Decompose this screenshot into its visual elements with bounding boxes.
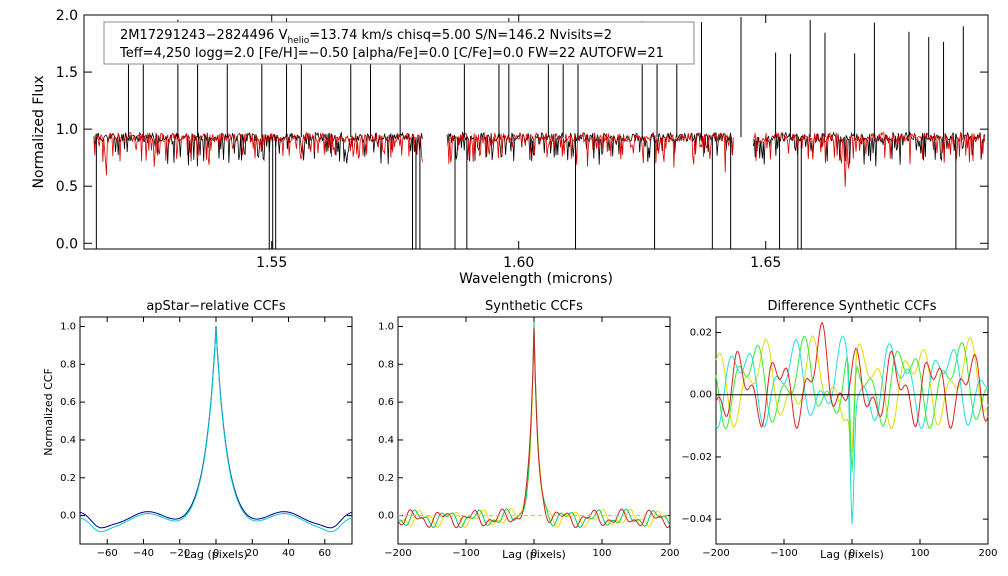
synthetic-ccf-title: Synthetic CCFs: [485, 299, 583, 314]
ccf2-ytick-label: 0.0: [378, 511, 394, 522]
ccf1-ytick-label: 1.0: [60, 321, 76, 332]
ccf2-ytick-label: 0.8: [378, 359, 394, 370]
difference-ccf-frame: [715, 316, 989, 545]
ccf2-ytick-label: 0.2: [378, 473, 394, 484]
ccf2-ytick-label: 0.4: [378, 435, 394, 446]
difference-ccf-title: Difference Synthetic CCFs: [767, 299, 936, 314]
ccf3-ytick-label: 0.00: [690, 390, 712, 401]
apstar-ccf-xlabel: Lag (pixels): [184, 548, 248, 561]
ccf3-xtick-label: −200: [702, 548, 729, 559]
synthetic-ccf-panel: −200 −100 0 100 200 0.0 0.2 0.4 0.6 0.8 1.0: [378, 317, 680, 559]
info-line-2: Teff=4,250 logg=2.0 [Fe/H]=−0.50 [alpha/…: [119, 46, 664, 61]
spectrum-ytick-label: 1.5: [56, 65, 78, 81]
ccf1-ytick-label: 0.8: [60, 359, 76, 370]
ccf1-ytick-label: 0.0: [60, 511, 76, 522]
apstar-ccf-frame: [79, 316, 353, 545]
ccf2-xtick-label: −100: [452, 548, 479, 559]
ccf1-xtick-label: −20: [169, 548, 190, 559]
apstar-ccf-panel: −60 −40 −20 0 20 40 60 0.0 0.2 0.4 0.6 0.8 1.0: [60, 317, 353, 559]
ccf2-xtick-label: 0: [531, 548, 537, 559]
ccf1-xtick-label: 0: [213, 548, 219, 559]
spectrum-ylabel: Normalized Flux: [31, 76, 47, 189]
apstar-ccf-ylabel: Normalized CCF: [42, 368, 55, 456]
ccf3-visit-1-line: [715, 335, 989, 453]
spectrum-xtick-label: 1.55: [256, 255, 287, 271]
ccf3-ytick-label: 0.02: [690, 328, 712, 339]
spectrum-observed-line: [93, 131, 986, 167]
ccf1-ytick-label: 0.4: [60, 435, 76, 446]
ccf1-ytick-label: 0.6: [60, 397, 76, 408]
spectrum-xlabel: Wavelength (microns): [459, 271, 613, 287]
spectrum-frame: [83, 14, 989, 250]
difference-ccf-xlabel: Lag (pixels): [820, 548, 884, 561]
spectrum-model-line: [93, 131, 986, 187]
synthetic-ccf-xlabel: Lag (pixels): [502, 548, 566, 561]
ccf3-xtick-label: 200: [978, 548, 997, 559]
apstar-ccf-title: apStar−relative CCFs: [146, 299, 286, 314]
spectrum-ytick-label: 2.0: [56, 8, 78, 24]
ccf2-visit-1-line: [397, 330, 671, 529]
ccf3-xtick-label: 100: [910, 548, 929, 559]
spectrum-xtick-label: 1.60: [503, 255, 534, 271]
info-box: [103, 21, 695, 65]
ccf1-xtick-label: 20: [246, 548, 259, 559]
ccf2-xtick-label: 100: [592, 548, 611, 559]
ccf1-visit-2-line: [79, 328, 353, 533]
spectrum-ytick-label: 1.0: [56, 122, 78, 138]
ccf2-ytick-label: 1.0: [378, 321, 394, 332]
ccf1-xtick-label: −40: [133, 548, 154, 559]
ccf3-xtick-label: 0: [849, 548, 855, 559]
ccf3-xtick-label: −100: [770, 548, 797, 559]
ccf2-visit-2-line: [397, 321, 671, 529]
ccf2-xtick-label: −200: [384, 548, 411, 559]
spectrum-ytick-label: 0.5: [56, 179, 78, 195]
ccf2-combined-line: [397, 327, 671, 529]
ccf3-ytick-label: −0.04: [681, 514, 712, 525]
ccf3-visit-3-line: [715, 335, 989, 525]
ccf1-xtick-label: −60: [97, 548, 118, 559]
ccf3-visit-2-line: [715, 336, 988, 473]
info-line-1: 2M17291243−2824496 Vhelio=13.74 km/s chi…: [120, 28, 612, 46]
difference-ccf-panel: −200 −100 0 100 200 0.02 0.00 −0.02 −0.04: [681, 317, 998, 559]
ccf1-ytick-label: 0.2: [60, 473, 76, 484]
ccf1-xtick-label: 60: [318, 548, 331, 559]
ccf3-combined-line: [715, 321, 989, 430]
ccf1-xtick-label: 40: [282, 548, 295, 559]
spectrum-xtick-label: 1.65: [750, 255, 781, 271]
spectrum-ticks: 1.55 1.60 1.65 0.0 0.5 1.0 1.5 2.0: [56, 8, 988, 271]
ccf2-ytick-label: 0.6: [378, 397, 394, 408]
spectrum-ytick-label: 0.0: [56, 236, 78, 252]
info-subscript: helio: [287, 36, 309, 46]
ccf1-visit-1-line: [79, 326, 353, 529]
ccf2-xtick-label: 200: [660, 548, 679, 559]
ccf3-ytick-label: −0.02: [681, 452, 712, 463]
